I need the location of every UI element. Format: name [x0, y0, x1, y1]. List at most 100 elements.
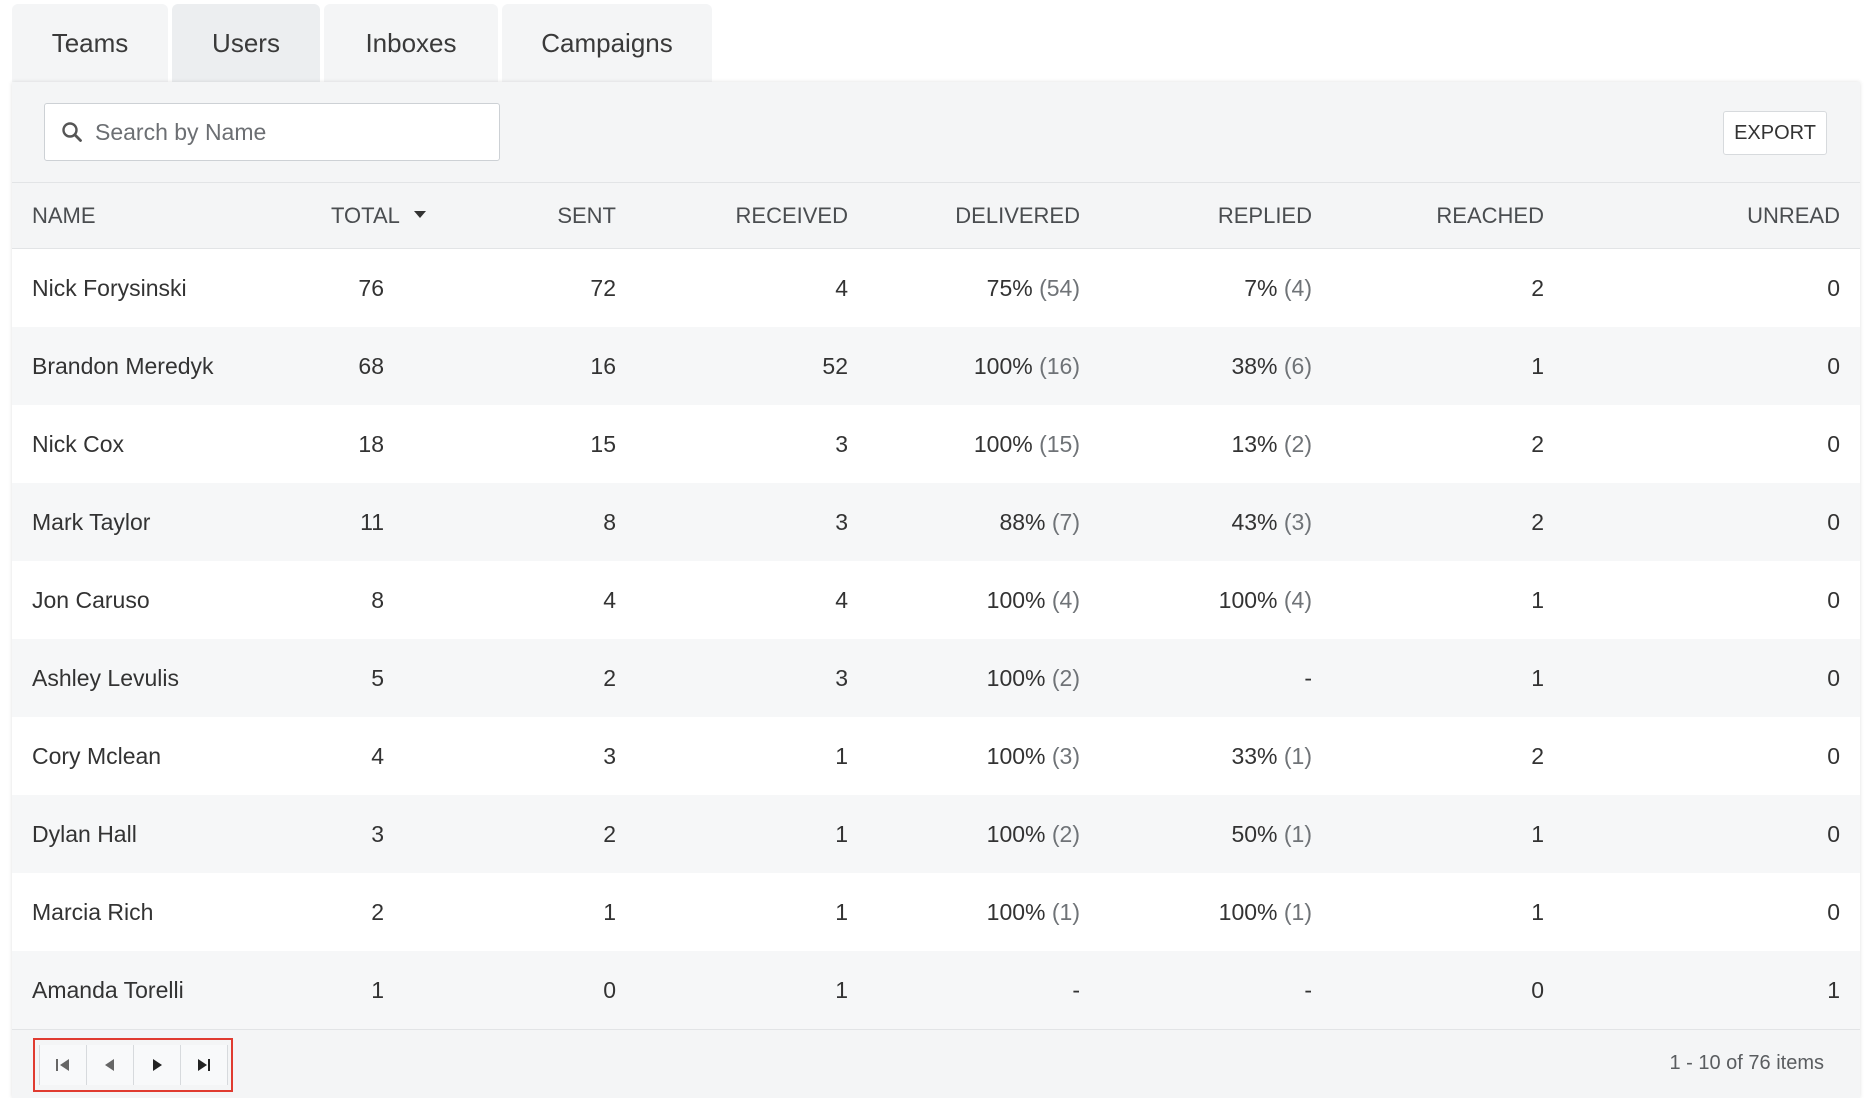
- delivered-count: (2): [1051, 664, 1080, 691]
- pagination-bar: 1 - 10 of 76 items: [12, 1029, 1860, 1098]
- column-header-received[interactable]: RECEIVED: [616, 183, 848, 249]
- cell-total: 5: [260, 639, 384, 717]
- cell-replied: 100% (4): [1080, 561, 1312, 639]
- cell-name[interactable]: Mark Taylor: [12, 483, 260, 561]
- cell-delivered: 100% (15): [848, 405, 1080, 483]
- column-header-replied[interactable]: REPLIED: [1080, 183, 1312, 249]
- sort-descending-icon: [413, 211, 426, 219]
- table-row: Nick Cox 18 15 3 100% (15) 13% (2) 2 0: [12, 405, 1860, 483]
- replied-percent: 38%: [1231, 352, 1278, 379]
- cell-received: 52: [616, 327, 848, 405]
- cell-unread: 0: [1544, 717, 1860, 795]
- tab-inboxes[interactable]: Inboxes: [324, 4, 498, 82]
- delivered-count: (54): [1039, 274, 1080, 301]
- cell-unread: 0: [1544, 483, 1860, 561]
- cell-unread: 0: [1544, 795, 1860, 873]
- search-icon: [62, 122, 82, 142]
- tab-users[interactable]: Users: [172, 4, 320, 82]
- replied-count: (2): [1283, 430, 1312, 457]
- cell-replied: 100% (1): [1080, 873, 1312, 951]
- users-table: NAME TOTAL SENT RECEIVED DELIVERED REPLI…: [12, 183, 1860, 1029]
- delivered-percent: 75%: [986, 274, 1033, 301]
- cell-name[interactable]: Marcia Rich: [12, 873, 260, 951]
- last-page-button[interactable]: [181, 1045, 228, 1085]
- previous-page-button[interactable]: [87, 1045, 134, 1085]
- cell-delivered: 75% (54): [848, 248, 1080, 327]
- pagination-controls: [33, 1038, 233, 1092]
- cell-delivered: 100% (16): [848, 327, 1080, 405]
- search-input[interactable]: [93, 117, 467, 147]
- cell-reached: 1: [1312, 795, 1544, 873]
- tab-teams[interactable]: Teams: [12, 4, 168, 82]
- cell-reached: 0: [1312, 951, 1544, 1029]
- cell-received: 1: [616, 717, 848, 795]
- cell-name[interactable]: Brandon Meredyk: [12, 327, 260, 405]
- column-header-delivered[interactable]: DELIVERED: [848, 183, 1080, 249]
- delivered-count: (4): [1051, 586, 1080, 613]
- delivered-percent: 100%: [986, 742, 1046, 769]
- delivered-count: (16): [1039, 352, 1080, 379]
- column-header-total[interactable]: TOTAL: [260, 183, 426, 249]
- cell-name[interactable]: Cory Mclean: [12, 717, 260, 795]
- cell-unread: 0: [1544, 248, 1860, 327]
- cell-received: 3: [616, 483, 848, 561]
- cell-total: 4: [260, 717, 384, 795]
- search-box[interactable]: [44, 103, 500, 161]
- table-row: Amanda Torelli 1 0 1- -0 1: [12, 951, 1860, 1029]
- cell-name[interactable]: Ashley Levulis: [12, 639, 260, 717]
- cell-delivered: 100% (2): [848, 639, 1080, 717]
- cell-name[interactable]: Jon Caruso: [12, 561, 260, 639]
- cell-delivered: 100% (4): [848, 561, 1080, 639]
- users-report-panel: EXPORT NAME TOTAL SENT RECEIVED DELIVERE…: [12, 82, 1860, 1098]
- cell-reached: 2: [1312, 483, 1544, 561]
- cell-delivered: 100% (2): [848, 795, 1080, 873]
- delivered-count: (1): [1051, 898, 1080, 925]
- table-row: Marcia Rich 2 1 1 100% (1) 100% (1) 1 0: [12, 873, 1860, 951]
- table-header-row: NAME TOTAL SENT RECEIVED DELIVERED REPLI…: [12, 183, 1860, 249]
- table-row: Jon Caruso 8 4 4 100% (4) 100% (4) 1 0: [12, 561, 1860, 639]
- cell-name[interactable]: Amanda Torelli: [12, 951, 260, 1029]
- delivered-percent: 100%: [973, 352, 1033, 379]
- cell-sent: 1: [384, 873, 616, 951]
- cell-reached: 2: [1312, 717, 1544, 795]
- pagination-info: 1 - 10 of 76 items: [1669, 1052, 1824, 1074]
- first-page-button[interactable]: [39, 1045, 87, 1085]
- tab-bar: Teams Users Inboxes Campaigns: [12, 4, 716, 82]
- cell-name[interactable]: Nick Forysinski: [12, 248, 260, 327]
- column-header-unread[interactable]: UNREAD: [1544, 183, 1860, 249]
- cell-unread: 0: [1544, 639, 1860, 717]
- table-body: Nick Forysinski 76 72 4 75% (54) 7% (4) 2 0 Bran…: [12, 248, 1860, 1029]
- export-button[interactable]: EXPORT: [1723, 111, 1827, 155]
- replied-percent: 33%: [1231, 742, 1278, 769]
- tab-campaigns[interactable]: Campaigns: [502, 4, 712, 82]
- cell-delivered: -: [848, 951, 1080, 1029]
- cell-replied: -: [1080, 639, 1312, 717]
- cell-name[interactable]: Dylan Hall: [12, 795, 260, 873]
- cell-unread: 0: [1544, 561, 1860, 639]
- cell-total: 1: [260, 951, 384, 1029]
- replied-percent: 43%: [1231, 508, 1278, 535]
- replied-percent: 100%: [1218, 898, 1278, 925]
- cell-replied: 50% (1): [1080, 795, 1312, 873]
- first-page-icon: [56, 1059, 69, 1071]
- cell-delivered: 100% (1): [848, 873, 1080, 951]
- replied-count: (6): [1283, 352, 1312, 379]
- cell-replied: 43% (3): [1080, 483, 1312, 561]
- cell-replied: 7% (4): [1080, 248, 1312, 327]
- cell-received: 4: [616, 561, 848, 639]
- column-header-reached[interactable]: REACHED: [1312, 183, 1544, 249]
- cell-reached: 1: [1312, 561, 1544, 639]
- cell-sent: 72: [384, 248, 616, 327]
- cell-sent: 16: [384, 327, 616, 405]
- next-page-button[interactable]: [134, 1045, 181, 1085]
- cell-sent: 8: [384, 483, 616, 561]
- cell-replied: 33% (1): [1080, 717, 1312, 795]
- replied-count: (1): [1283, 898, 1312, 925]
- cell-reached: 2: [1312, 405, 1544, 483]
- cell-reached: 1: [1312, 639, 1544, 717]
- column-header-name[interactable]: NAME: [12, 183, 260, 249]
- cell-reached: 1: [1312, 873, 1544, 951]
- cell-sent: 2: [384, 795, 616, 873]
- cell-name[interactable]: Nick Cox: [12, 405, 260, 483]
- table-row: Ashley Levulis 5 2 3 100% (2) -1 0: [12, 639, 1860, 717]
